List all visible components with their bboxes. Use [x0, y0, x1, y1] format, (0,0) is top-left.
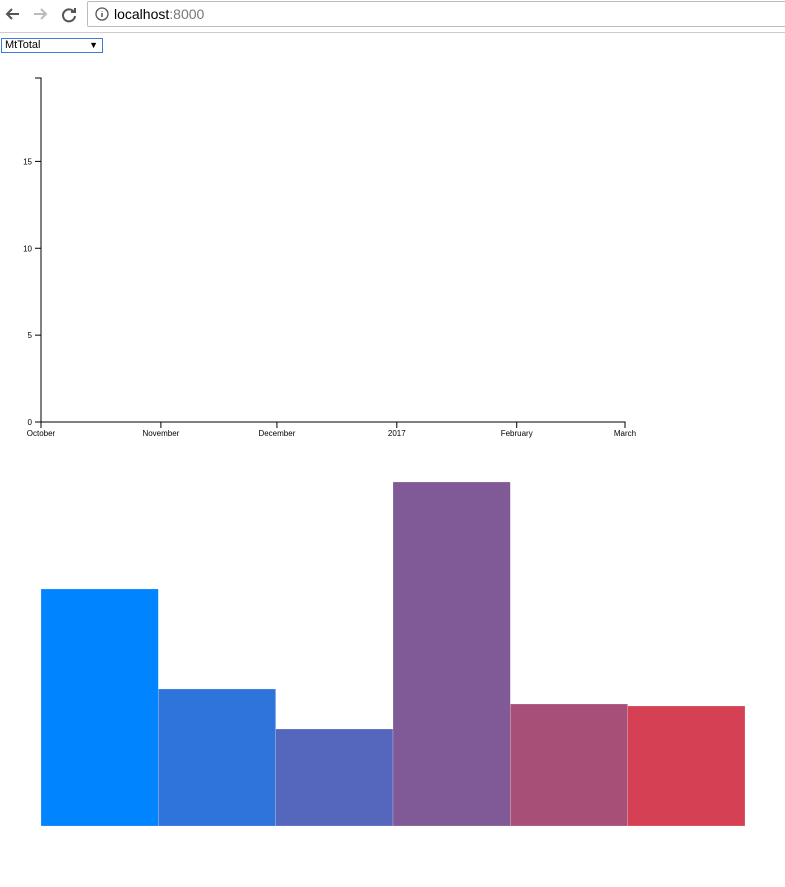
y-tick-label: 15: [23, 157, 32, 166]
bar: [392, 481, 511, 827]
x-axis: [40, 421, 626, 428]
back-button[interactable]: [5, 8, 19, 20]
nav-icons: [5, 8, 76, 23]
address-bar[interactable]: localhost:8000: [87, 1, 785, 27]
x-tick-label: March: [614, 429, 636, 438]
bar: [275, 728, 394, 827]
url-host: localhost: [114, 6, 170, 22]
dropdown-arrow: ▼: [89, 40, 98, 50]
x-tick-label: 2017: [388, 429, 406, 438]
y-tick-label: 10: [23, 244, 32, 253]
bar: [627, 705, 746, 827]
y-tick-label: 5: [28, 331, 33, 340]
y-axis: [35, 77, 42, 423]
x-tick-label: November: [142, 429, 179, 438]
bar: [158, 688, 276, 827]
dropdown-value: MtTotal: [5, 39, 41, 51]
x-tick-label: October: [27, 429, 56, 438]
y-tick-label: 0: [28, 418, 33, 427]
forward-button[interactable]: [34, 8, 48, 20]
dropdown[interactable]: MtTotal ▼: [1, 38, 103, 53]
browser-toolbar: localhost:8000: [0, 0, 785, 33]
x-tick-label: December: [258, 429, 295, 438]
reload-button[interactable]: [62, 8, 76, 23]
url-port: :8000: [169, 6, 205, 22]
bar: [510, 703, 628, 827]
x-tick-label: February: [501, 429, 533, 438]
bar: [40, 588, 159, 827]
info-icon: [95, 7, 109, 21]
